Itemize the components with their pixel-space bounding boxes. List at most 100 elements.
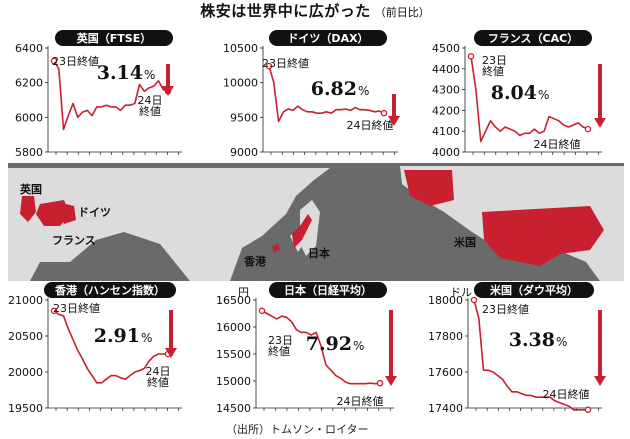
end-label: 24日終値 — [146, 365, 171, 389]
y-tick-label: 21000 — [8, 294, 43, 307]
change-value: 7.92 — [306, 333, 352, 355]
end-marker — [376, 379, 384, 387]
start-marker — [50, 307, 58, 315]
start-label: 23日終値 — [52, 54, 99, 68]
y-tick-label: 10000 — [223, 77, 258, 90]
start-label: 23日終値 — [482, 54, 507, 78]
map-highlight-uk — [20, 196, 36, 222]
plot-background — [468, 298, 604, 412]
y-tick-label: 17400 — [428, 402, 463, 415]
down-arrow-head — [165, 348, 177, 358]
y-tick-label: 6000 — [15, 111, 43, 124]
chart-panel: 9000 9500 10000 10500 ドイツ（DAX） 23日終値 24日終値 6.82… — [223, 30, 400, 159]
end-label: 24日終値 — [337, 394, 384, 408]
map-label: 英国 — [19, 182, 42, 196]
chart-title: フランス（CAC） — [488, 32, 578, 45]
map-label: 日本 — [308, 246, 330, 260]
series-line — [53, 310, 168, 384]
change-value: 8.04 — [491, 82, 537, 104]
y-tick-label: 4300 — [432, 84, 460, 97]
y-tick-label: 15500 — [216, 348, 251, 361]
chart-title: ドイツ（DAX） — [287, 32, 368, 45]
change-unit: % — [538, 88, 549, 102]
y-tick-label: 17800 — [428, 330, 463, 343]
map-label: 米国 — [453, 235, 476, 249]
end-label: 24日終値 — [543, 387, 590, 401]
start-marker — [467, 53, 475, 60]
change-value: 3.14 — [97, 62, 143, 84]
map-land-0 — [8, 168, 330, 281]
change-unit: % — [358, 84, 369, 98]
chart-title-badge — [269, 30, 387, 46]
y-tick-label: 18000 — [428, 294, 463, 307]
chart-title-badge — [474, 30, 592, 46]
chart-panel: 19500 20000 20500 21000 香港（ハンセン指数） 23日終値 24日終値… — [8, 282, 184, 415]
chart-title: 日本（日経平均） — [284, 283, 372, 297]
change-unit: % — [556, 335, 567, 349]
down-arrow-head — [594, 376, 606, 386]
y-tick-label: 4500 — [432, 42, 460, 55]
y-tick-label: 16500 — [216, 294, 251, 307]
series-line — [53, 60, 169, 131]
start-label: 23日終値 — [53, 301, 100, 315]
change-unit: % — [353, 339, 364, 353]
map-highlight-japan — [292, 214, 312, 248]
map-label: フランス — [52, 234, 96, 247]
map-highlight-alaska — [404, 170, 454, 206]
end-label: 24日終値 — [138, 94, 163, 118]
y-tick-label: 20500 — [8, 330, 43, 343]
chart-title-badge — [55, 30, 173, 46]
map-highlight-usa — [482, 206, 604, 266]
down-arrow-head — [162, 86, 174, 96]
chart-title-badge — [44, 282, 176, 298]
map-land-2 — [300, 200, 320, 256]
plot-background — [465, 46, 604, 156]
plot-background — [263, 46, 400, 156]
chart-title: 香港（ハンセン指数） — [54, 283, 165, 297]
change-value: 6.82 — [311, 78, 357, 100]
chart-title-badge — [269, 282, 387, 298]
y-tick-label: 4200 — [432, 104, 460, 117]
y-tick-label: 10500 — [223, 42, 258, 55]
down-arrow-head — [385, 376, 397, 386]
y-tick-label: 16000 — [216, 321, 251, 334]
y-tick-label: 9000 — [230, 146, 258, 159]
figure-header: 株安は世界中に広がった （前日比） — [0, 0, 630, 24]
change-unit: % — [144, 68, 155, 82]
start-label: 23日終値 — [262, 56, 309, 70]
chart-title: 英国（FTSE） — [76, 31, 151, 45]
end-marker — [380, 109, 388, 117]
start-marker — [50, 57, 58, 65]
y-tick-label: 4400 — [432, 63, 460, 76]
y-tick-label: 6400 — [15, 42, 43, 55]
map-label: ドイツ — [78, 206, 111, 219]
unit-label: 円 — [238, 286, 249, 299]
y-tick-label: 19500 — [8, 402, 43, 415]
unit-label: ドル — [450, 286, 472, 299]
change-unit: % — [141, 331, 152, 345]
start-label: 23日終値 — [482, 302, 529, 316]
figure-title: 株安は世界中に広がった — [200, 2, 371, 20]
down-arrow-head — [594, 118, 606, 128]
y-tick-label: 20000 — [8, 366, 43, 379]
y-tick-label: 9500 — [230, 111, 258, 124]
series-line — [473, 299, 588, 411]
end-marker — [584, 125, 592, 133]
y-tick-label: 6200 — [15, 77, 43, 90]
chart-title-badge — [474, 282, 594, 298]
y-tick-label: 5800 — [15, 146, 43, 159]
start-label: 23日終値 — [268, 334, 293, 358]
map-highlight-hongkong — [272, 244, 280, 252]
chart-title: 米国（ダウ平均） — [489, 283, 578, 297]
figure-subtitle: （前日比） — [374, 6, 430, 19]
y-tick-label: 15000 — [216, 375, 251, 388]
plot-background — [48, 46, 184, 156]
down-arrow-head — [388, 116, 400, 126]
chart-panel: 4000 4100 4200 4300 4400 4500 フランス（CAC） 23日終値 24… — [432, 30, 606, 159]
plot-background — [48, 298, 184, 412]
